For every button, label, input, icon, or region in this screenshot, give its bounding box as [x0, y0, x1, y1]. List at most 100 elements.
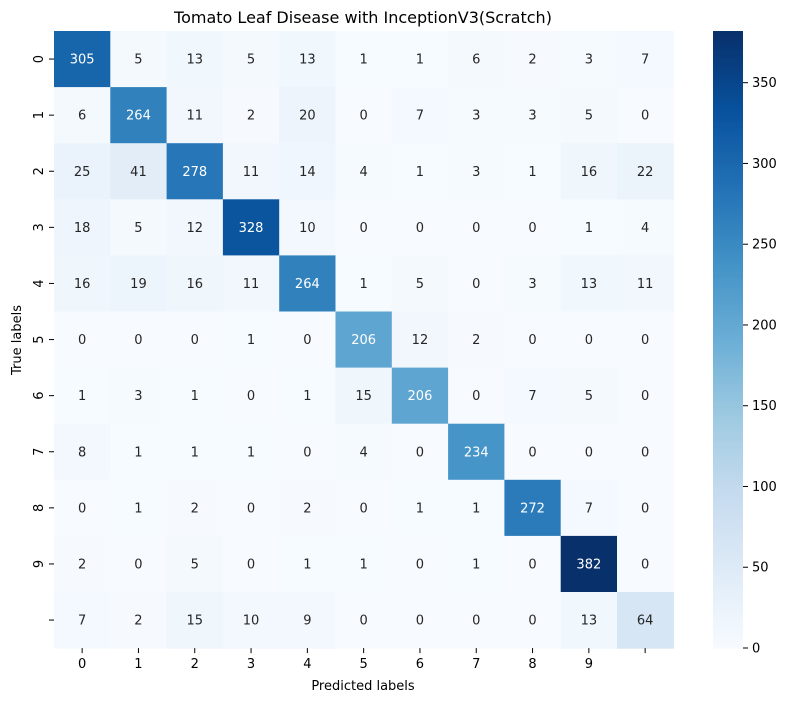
- colorbar-segment: [713, 299, 743, 304]
- heatmap-cell: [110, 423, 168, 481]
- heatmap-cell: [279, 479, 337, 537]
- colorbar-segment: [713, 317, 743, 322]
- heatmap-cell: [222, 31, 280, 88]
- colorbar-segment: [713, 388, 743, 393]
- colorbar-segment: [713, 138, 743, 143]
- cell-value: 6: [472, 53, 480, 68]
- heatmap-cell: [504, 255, 562, 313]
- colorbar-segment: [713, 43, 743, 48]
- colorbar-segment: [713, 459, 743, 464]
- colorbar-segment: [713, 598, 743, 603]
- cell-value: 41: [130, 165, 147, 180]
- cell-value: 4: [360, 165, 368, 180]
- colorbar-segment: [713, 364, 743, 368]
- heatmap-cell: [617, 367, 674, 425]
- heatmap-cell: [166, 143, 224, 200]
- colorbar-segment: [713, 385, 743, 390]
- heatmap-cell: [617, 479, 674, 537]
- cell-value: 0: [247, 501, 255, 516]
- heatmap-cell: [560, 143, 618, 200]
- colorbar-segment: [713, 77, 743, 81]
- colorbar-segment: [713, 339, 743, 344]
- colorbar-segment: [713, 89, 743, 94]
- colorbar-segment: [713, 472, 743, 476]
- cell-value: 15: [355, 389, 372, 404]
- heatmap-cell: [166, 311, 224, 369]
- colorbar-segment: [713, 401, 743, 405]
- colorbar-segment: [713, 354, 743, 359]
- heatmap-cell: [560, 255, 618, 313]
- heatmap-cell: [448, 367, 505, 425]
- cell-value: 12: [186, 221, 203, 236]
- x-tick-label: 6: [416, 657, 424, 672]
- colorbar-segment: [713, 503, 743, 507]
- heatmap-cell: [335, 311, 393, 369]
- colorbar-segment: [713, 367, 743, 371]
- cell-value: 6: [78, 109, 86, 124]
- heatmap-cell: [54, 31, 111, 88]
- colorbar-segment: [713, 203, 743, 208]
- colorbar-segment: [713, 632, 743, 637]
- heatmap-cell: [504, 31, 562, 88]
- heatmap-cell: [54, 255, 111, 313]
- colorbar-segment: [713, 496, 743, 501]
- colorbar-segment: [713, 540, 743, 544]
- cell-value: 7: [416, 109, 424, 124]
- heatmap-cell: [391, 31, 449, 88]
- colorbar-segment: [713, 117, 743, 122]
- colorbar-segment: [713, 31, 743, 35]
- colorbar-tick-label: 350: [752, 76, 777, 91]
- cell-value: 3: [585, 53, 593, 68]
- colorbar-segment: [713, 620, 743, 624]
- heatmap-cell: [54, 199, 111, 256]
- x-tick-label: 4: [303, 657, 311, 672]
- heatmap-cell: [110, 311, 168, 369]
- heatmap-cell: [448, 311, 505, 369]
- colorbar-segment: [713, 290, 743, 294]
- colorbar-segment: [713, 450, 743, 455]
- colorbar-segment: [713, 490, 743, 495]
- colorbar-segment: [713, 499, 743, 504]
- colorbar-segment: [713, 74, 743, 78]
- cell-value: 1: [360, 53, 368, 68]
- colorbar-segment: [713, 376, 743, 381]
- cell-value: 382: [576, 557, 601, 572]
- heatmap-cell: [560, 367, 618, 425]
- colorbar-segment: [713, 234, 743, 239]
- colorbar-segment: [713, 283, 743, 288]
- heatmap-cell: [617, 199, 674, 256]
- colorbar-segment: [713, 546, 743, 550]
- colorbar-segment: [713, 206, 743, 211]
- colorbar-segment: [713, 610, 743, 615]
- colorbar-segment: [713, 172, 743, 177]
- colorbar-segment: [713, 348, 743, 353]
- heatmap-cell: [110, 143, 168, 200]
- heatmap-cell: [617, 423, 674, 481]
- heatmap-cell: [222, 535, 280, 593]
- heatmap-cell: [335, 592, 393, 649]
- colorbar-segment: [713, 641, 743, 646]
- colorbar-segment: [713, 428, 743, 433]
- cell-value: 12: [412, 333, 429, 348]
- heatmap-cell: [110, 31, 168, 88]
- colorbar-segment: [713, 163, 743, 168]
- colorbar-segment: [713, 55, 743, 60]
- colorbar-segment: [713, 311, 743, 316]
- colorbar-segment: [713, 533, 743, 538]
- cell-value: 2: [472, 333, 480, 348]
- colorbar-segment: [713, 638, 743, 643]
- colorbar-segment: [713, 536, 743, 541]
- heatmap-cell: [448, 143, 505, 200]
- colorbar-segment: [713, 342, 743, 347]
- colorbar-segment: [713, 577, 743, 581]
- heatmap-cell: [617, 255, 674, 313]
- colorbar-segment: [713, 462, 743, 467]
- colorbar-segment: [713, 358, 743, 362]
- cell-value: 16: [74, 277, 91, 292]
- colorbar-segment: [713, 191, 743, 196]
- heatmap-cell: [166, 423, 224, 481]
- heatmap-cell: [166, 199, 224, 256]
- heatmap-cell: [448, 479, 505, 537]
- y-tick-label: 4: [32, 279, 47, 287]
